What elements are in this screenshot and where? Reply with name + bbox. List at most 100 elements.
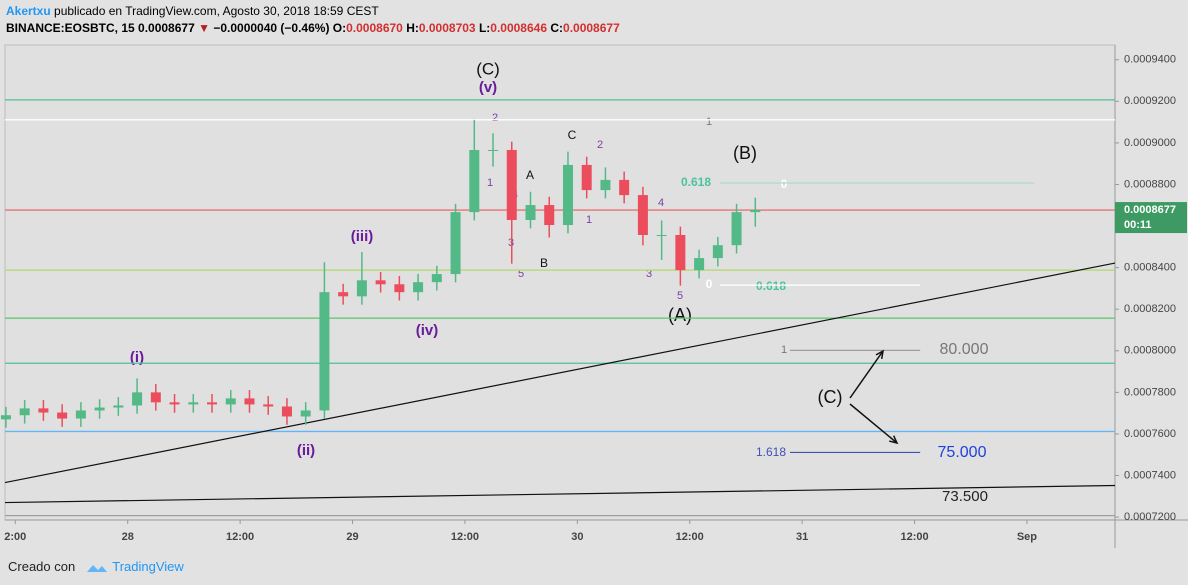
candle-body xyxy=(225,398,236,405)
candle-body xyxy=(413,282,424,293)
brand[interactable]: TradingView xyxy=(112,559,184,574)
candle-body xyxy=(244,398,255,405)
price-tag xyxy=(1115,202,1187,234)
candle-body xyxy=(712,245,723,259)
arrow xyxy=(849,350,884,399)
wave-label: 0 xyxy=(781,177,788,191)
y-tick-label: 0.0007400 xyxy=(1124,469,1176,481)
l: 0.0008646 xyxy=(490,21,548,35)
wave-label: 80.000 xyxy=(940,341,989,358)
footer: Creado con TradingView xyxy=(8,559,184,575)
header: Akertxu publicado en TradingView.com, Ag… xyxy=(6,3,620,37)
candle-body xyxy=(356,280,367,297)
made-with: Creado con xyxy=(8,559,76,574)
x-tick-label: 12:00 xyxy=(900,531,928,543)
wave-label: (A) xyxy=(668,305,692,325)
arrow: ▼ xyxy=(198,21,210,35)
x-tick-label: 12:00 xyxy=(676,531,704,543)
candle-body xyxy=(562,164,573,226)
candle-body xyxy=(600,179,611,191)
candle-body xyxy=(469,149,480,213)
y-tick-label: 0.0007200 xyxy=(1124,511,1176,523)
wave-label: (B) xyxy=(733,143,757,163)
wave-label: (ii) xyxy=(297,442,315,459)
y-tick-label: 0.0009200 xyxy=(1124,95,1176,107)
wave-label: 1 xyxy=(706,116,712,128)
o-label: O: xyxy=(332,21,347,35)
candle-body xyxy=(169,402,180,405)
x-tick-label: 30 xyxy=(571,531,583,543)
symbol: BINANCE:EOSBTC, 15 xyxy=(6,21,135,35)
c: 0.0008677 xyxy=(563,21,620,35)
arrow-head xyxy=(875,349,884,360)
price-tag-label: 0.0008677 xyxy=(1124,204,1176,216)
candle-body xyxy=(375,280,386,285)
wave-label: 3 xyxy=(646,268,652,280)
author[interactable]: Akertxu xyxy=(6,4,51,18)
candle-body xyxy=(57,412,68,419)
x-tick-label: Sep xyxy=(1017,531,1037,543)
published: publicado en TradingView.com, Agosto 30,… xyxy=(54,4,379,18)
c-label: C: xyxy=(550,21,564,35)
wave-label: (i) xyxy=(130,349,144,366)
trend-line xyxy=(4,262,1116,484)
candle-body xyxy=(132,392,143,406)
wave-label: (C) xyxy=(818,387,843,407)
y-tick-label: 0.0008000 xyxy=(1124,345,1176,357)
x-tick-label: 12:00 xyxy=(451,531,479,543)
plot-area xyxy=(4,44,1116,521)
candle-body xyxy=(637,195,648,235)
change: −0.0000040 (−0.46%) xyxy=(213,21,330,35)
y-tick-label: 0.0009000 xyxy=(1124,137,1176,149)
candle-body xyxy=(694,258,705,271)
candle-body xyxy=(94,407,105,411)
y-tick-label: 0.0008400 xyxy=(1124,262,1176,274)
arrow xyxy=(849,403,898,444)
x-tick-label: 28 xyxy=(122,531,134,543)
arrow-head xyxy=(889,435,899,445)
candle-body xyxy=(431,274,442,283)
candle-body xyxy=(188,402,199,405)
candle-body xyxy=(450,212,461,275)
candle-body xyxy=(488,149,499,151)
last: 0.0008677 xyxy=(138,21,195,35)
candle-body xyxy=(319,292,330,411)
wave-label: 0.618 xyxy=(756,279,786,293)
wave-label: 1 xyxy=(487,177,493,189)
wave-label: 1.618 xyxy=(756,445,786,459)
wave-label: 2 xyxy=(492,112,498,124)
wave-label: 1 xyxy=(586,214,592,226)
candle-body xyxy=(150,392,161,403)
candle-body xyxy=(394,284,405,293)
candle-body xyxy=(581,164,592,191)
wave-label: 75.000 xyxy=(938,444,987,461)
wave-label: 2 xyxy=(597,139,603,151)
y-tick-label: 0.0008200 xyxy=(1124,303,1176,315)
wave-label: (v) xyxy=(479,79,497,96)
wave-label: 0 xyxy=(706,277,713,291)
wave-label: C xyxy=(568,128,577,142)
wave-label: 1 xyxy=(781,344,787,356)
candle-body xyxy=(38,408,49,413)
candle-body xyxy=(544,205,555,226)
candle-body xyxy=(263,404,274,407)
y-tick-label: 0.0007600 xyxy=(1124,428,1176,440)
candle-body xyxy=(281,406,292,417)
wave-label: 73.500 xyxy=(942,488,988,505)
x-tick-label: 29 xyxy=(346,531,358,543)
wave-label: (iv) xyxy=(416,322,439,339)
h-label: H: xyxy=(406,21,419,35)
wave-label: (iii) xyxy=(351,228,374,245)
wave-label: A xyxy=(526,168,534,182)
wave-label: B xyxy=(540,256,548,270)
h: 0.0008703 xyxy=(418,21,476,35)
y-tick-label: 0.0007800 xyxy=(1124,386,1176,398)
candle-body xyxy=(619,179,630,196)
candle-body xyxy=(300,410,311,417)
wave-label: 0.618 xyxy=(681,175,711,189)
candle-body xyxy=(656,235,667,236)
candle-body xyxy=(750,210,761,213)
candle-body xyxy=(338,292,349,297)
countdown: 00:11 xyxy=(1124,219,1152,231)
